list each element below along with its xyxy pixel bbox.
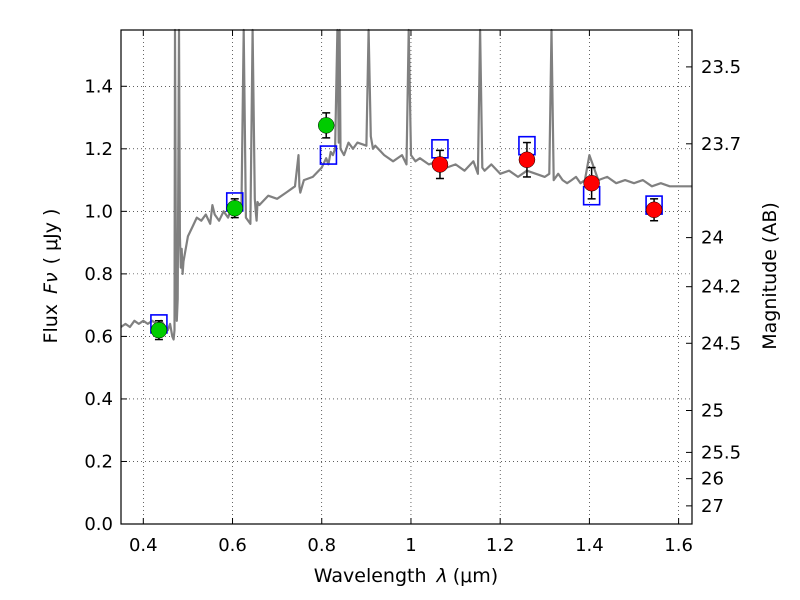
y-tick-label: 1.2 <box>84 139 113 160</box>
y-axis-label-symbol: Fν <box>40 272 62 294</box>
y2-tick-label: 24 <box>701 228 724 249</box>
plot-frame <box>120 29 693 525</box>
x-tick-label: 1.6 <box>664 535 693 556</box>
y-tick-label: 0.6 <box>84 326 113 347</box>
red-photometry-point <box>645 201 663 219</box>
x-axis-label-unit: (μm) <box>453 565 498 587</box>
y-axis-label-unit: ( μJy ) <box>40 209 62 265</box>
x-axis-label-symbol: λ <box>436 565 448 587</box>
y2-axis-label: Magnitude (AB) <box>759 202 781 350</box>
x-tick-label: 1 <box>405 535 416 556</box>
y-axis-label: Flux Fν ( μJy ) <box>40 209 62 344</box>
x-tick-label: 1.2 <box>486 535 515 556</box>
x-axis-label: Wavelength λ (μm) <box>314 565 498 587</box>
y2-tick-label: 27 <box>701 496 724 517</box>
red-photometry-point <box>583 174 600 192</box>
y-tick-label: 1.4 <box>84 76 113 97</box>
y-tick-label: 0.0 <box>84 514 113 535</box>
axis-ticks: 0.4 0.6 0.8 1 1.2 1.4 1.6 0.0 0.2 0.4 0.6 0.8 1.0 1.2… <box>84 30 741 556</box>
y-tick-label: 0.2 <box>84 451 113 472</box>
green-photometry-point <box>317 117 335 134</box>
spectrum-layer <box>120 28 692 341</box>
x-tick-label: 0.4 <box>129 535 158 556</box>
y-tick-label: 0.8 <box>84 264 113 285</box>
spectrum-line <box>120 28 692 341</box>
x-tick-label: 0.6 <box>218 535 247 556</box>
y2-tick-label: 26 <box>701 469 724 490</box>
x-axis-label-text: Wavelength <box>314 565 427 587</box>
red-photometry-point <box>431 156 449 173</box>
y2-tick-label: 25 <box>701 401 724 422</box>
x-tick-label: 1.4 <box>575 535 604 556</box>
green-photometry-point <box>226 199 244 217</box>
y-tick-label: 1.0 <box>84 201 113 222</box>
y2-tick-label: 24.2 <box>701 277 741 298</box>
y2-tick-label: 23.5 <box>701 57 741 78</box>
x-tick-label: 0.8 <box>307 535 336 556</box>
red-photometry-point <box>518 151 536 169</box>
model-flux-square <box>319 145 338 165</box>
y2-tick-label: 23.7 <box>701 134 741 155</box>
y2-tick-label: 25.5 <box>701 442 741 463</box>
y2-tick-label: 24.5 <box>701 333 741 354</box>
photometry-layer <box>150 112 663 341</box>
y-axis-label-text: Flux <box>40 304 62 344</box>
green-photometry-point <box>150 321 168 339</box>
y-tick-label: 0.4 <box>84 389 113 410</box>
